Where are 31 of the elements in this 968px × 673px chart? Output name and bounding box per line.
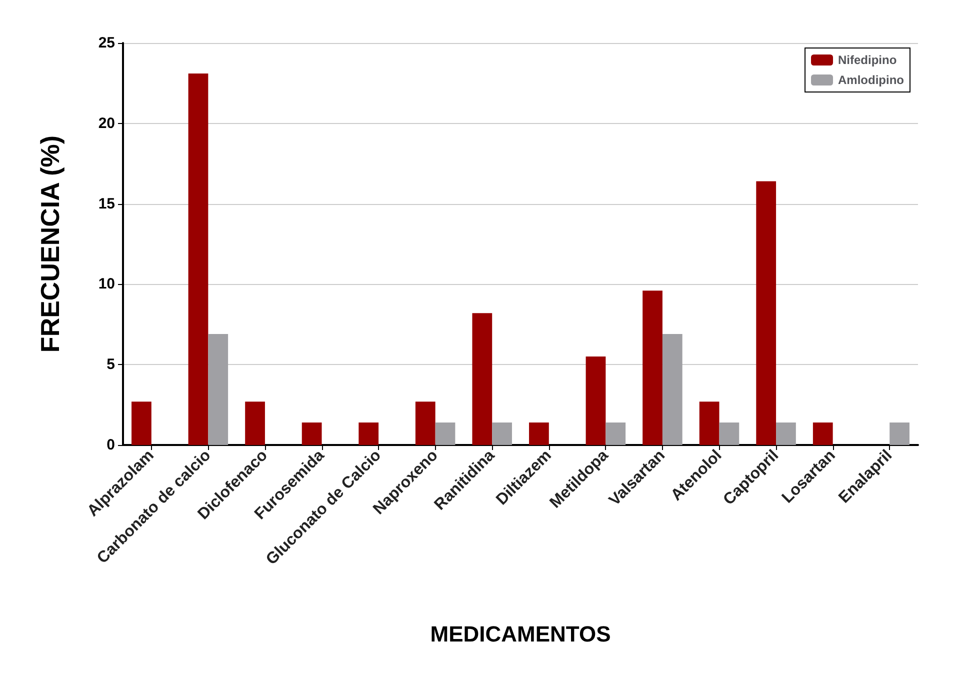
y-tick-label: 20 (98, 114, 115, 132)
bar (132, 402, 152, 445)
bar (492, 422, 512, 445)
y-tick-label: 10 (98, 276, 115, 293)
x-axis-title: MEDICAMENTOS (430, 622, 611, 646)
y-tick-label: 25 (98, 34, 115, 52)
y-tick-label: 5 (106, 356, 115, 374)
bar (699, 402, 720, 445)
bar (302, 422, 322, 445)
bar (642, 290, 662, 445)
bar (358, 422, 379, 445)
bar (586, 356, 606, 445)
y-axis-title: FRECUENCIA (%) (35, 135, 65, 353)
bar (606, 422, 626, 445)
y-tick-label: 0 (106, 436, 115, 454)
bar (662, 334, 682, 445)
bar (188, 74, 208, 445)
bar (472, 313, 492, 445)
legend-label: Nifedipino (838, 53, 897, 67)
bar (812, 422, 833, 445)
bar (719, 422, 740, 445)
bar (529, 422, 549, 445)
bar (776, 422, 796, 445)
y-tick-label: 15 (98, 195, 115, 212)
bar (756, 181, 776, 445)
bar (435, 422, 456, 445)
bar (208, 334, 228, 445)
bar (890, 422, 910, 445)
bar (245, 402, 265, 445)
bar (415, 402, 436, 445)
legend-label: Amlodipino (838, 73, 904, 87)
